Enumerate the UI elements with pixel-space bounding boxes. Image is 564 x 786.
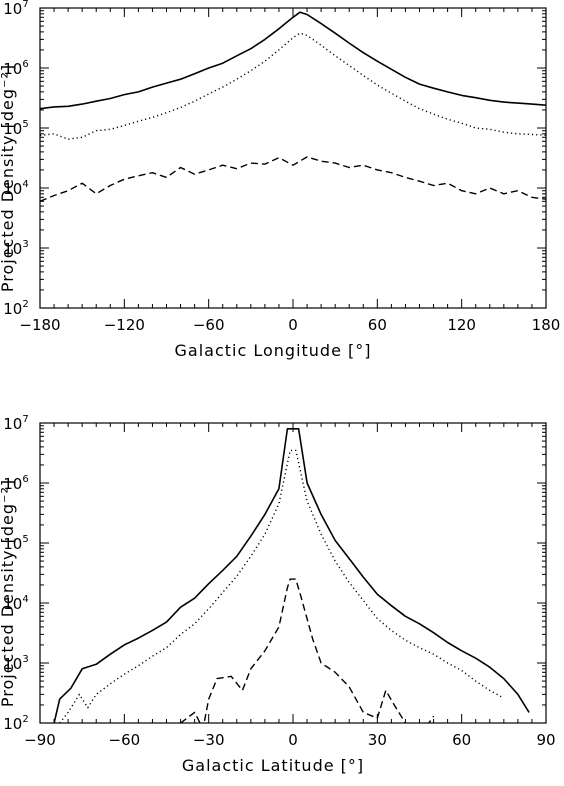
x-tick-label: −60 [109, 731, 141, 749]
y-tick-label: 102 [3, 714, 28, 733]
series-line-solid [53, 427, 530, 723]
y-tick-label: 104 [3, 594, 28, 613]
x-axis-title: Galactic Latitude [°] [182, 756, 364, 775]
y-tick-label: 107 [3, 0, 28, 18]
series-line-dashed [40, 156, 546, 202]
plot-frame [39, 422, 547, 724]
y-axis-title: Projected Density [deg⁻²] [0, 479, 17, 707]
y-tick-label: 105 [3, 534, 28, 553]
latitude-panel: −90 −60 −30 0 30 60 90 102 103 104 105 106 107 Galact… [0, 414, 556, 775]
y-axis-title: Projected Density [deg⁻²] [0, 64, 17, 292]
y-tick-label: 103 [3, 654, 28, 673]
x-tick-label: 90 [536, 731, 555, 749]
x-tick-label: 60 [452, 731, 471, 749]
x-tick-label: 60 [368, 316, 387, 334]
x-tick-label: 30 [368, 731, 387, 749]
x-tick-label: 180 [532, 316, 561, 334]
x-tick-label: −60 [193, 316, 225, 334]
series-group [40, 11, 546, 202]
x-tick-label: −120 [104, 316, 145, 334]
series-line-solid [40, 11, 546, 110]
x-axis-title: Galactic Longitude [°] [175, 341, 372, 360]
y-tick-label: 104 [3, 179, 28, 198]
x-tick-label: 0 [288, 316, 298, 334]
series-line-dashed [180, 578, 435, 723]
x-tick-label: −30 [193, 731, 225, 749]
x-tick-label: 0 [288, 731, 298, 749]
y-tick-label: 105 [3, 119, 28, 138]
plot-frame [39, 7, 547, 309]
y-tick-label: 106 [3, 474, 28, 493]
y-tick-label: 103 [3, 239, 28, 258]
y-tick-label: 107 [3, 414, 28, 433]
y-tick-label: 102 [3, 299, 28, 318]
series-line-dotted [40, 32, 546, 140]
x-tick-label: −90 [24, 731, 56, 749]
y-tick-label: 106 [3, 59, 28, 78]
series-group [53, 427, 530, 723]
longitude-panel: −180 −120 −60 0 60 120 180 102 103 104 105 106 107 Ga… [0, 0, 560, 360]
x-tick-label: 120 [447, 316, 476, 334]
x-tick-label: −180 [19, 316, 60, 334]
series-line-dotted [59, 449, 505, 723]
